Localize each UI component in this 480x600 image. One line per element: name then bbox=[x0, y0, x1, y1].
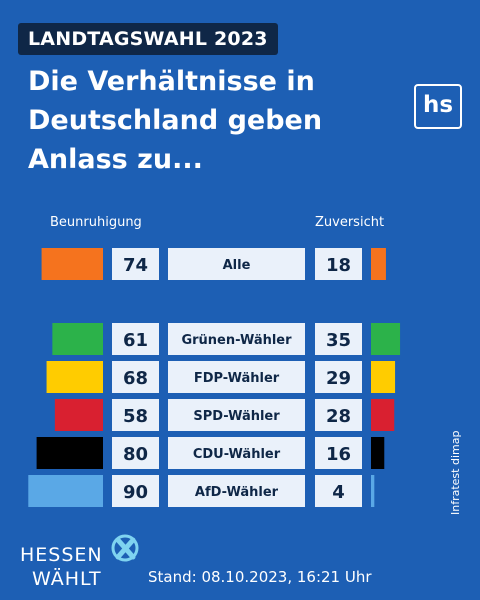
beunruhigung-bar bbox=[28, 475, 103, 507]
beunruhigung-bar bbox=[36, 437, 103, 469]
source-label: Infratest dimap bbox=[449, 430, 462, 515]
ballot-cross-icon bbox=[111, 534, 139, 562]
zuversicht-bar bbox=[371, 248, 386, 280]
zuversicht-bar bbox=[371, 361, 396, 393]
zuversicht-value-box bbox=[315, 437, 362, 469]
zuversicht-bar bbox=[371, 399, 395, 431]
category-box bbox=[168, 437, 305, 469]
zuversicht-value-box bbox=[315, 361, 362, 393]
beunruhigung-value-box bbox=[112, 475, 159, 507]
left-column-label: Beunruhigung bbox=[50, 215, 142, 230]
beunruhigung-bar bbox=[46, 361, 103, 393]
zuversicht-value-label: 28 bbox=[326, 406, 351, 427]
zuversicht-bar bbox=[371, 323, 401, 355]
zuversicht-bar bbox=[371, 437, 385, 469]
category-box bbox=[168, 399, 305, 431]
category-label: Alle bbox=[223, 258, 251, 273]
category-box bbox=[168, 323, 305, 355]
election-badge: LANDTAGSWAHL 2023 bbox=[18, 23, 278, 55]
beunruhigung-value-box bbox=[112, 361, 159, 393]
category-label: FDP-Wähler bbox=[194, 371, 280, 386]
headline: Die Verhältnisse in Deutschland geben An… bbox=[28, 66, 323, 175]
timestamp: Stand: 08.10.2023, 16:21 Uhr bbox=[148, 568, 372, 586]
zuversicht-value-label: 16 bbox=[326, 444, 351, 465]
beunruhigung-value-label: 61 bbox=[123, 330, 148, 351]
zuversicht-value-label: 35 bbox=[326, 330, 351, 351]
zuversicht-value-label: 29 bbox=[326, 368, 351, 389]
category-label: CDU-Wähler bbox=[193, 447, 281, 462]
brand-line-2: WÄHLT bbox=[32, 568, 102, 590]
hs-logo-icon: hs bbox=[414, 84, 462, 129]
zuversicht-value-label: 4 bbox=[332, 482, 345, 503]
beunruhigung-value-label: 58 bbox=[123, 406, 148, 427]
beunruhigung-value-box bbox=[112, 399, 159, 431]
beunruhigung-value-box bbox=[112, 437, 159, 469]
beunruhigung-value-label: 68 bbox=[123, 368, 148, 389]
beunruhigung-bar bbox=[52, 323, 103, 355]
zuversicht-bar bbox=[371, 475, 375, 507]
brand-line-1: HESSEN bbox=[20, 544, 103, 566]
hessen-waehlt-logo: HESSEN WÄHLT bbox=[20, 530, 150, 590]
right-column-label: Zuversicht bbox=[315, 215, 385, 230]
category-box bbox=[168, 361, 305, 393]
beunruhigung-value-box bbox=[112, 323, 159, 355]
zuversicht-value-box bbox=[315, 475, 362, 507]
category-box bbox=[168, 248, 305, 280]
category-label: SPD-Wähler bbox=[193, 409, 280, 424]
zuversicht-value-box bbox=[315, 248, 362, 280]
beunruhigung-value-label: 80 bbox=[123, 444, 148, 465]
beunruhigung-bar bbox=[54, 399, 103, 431]
zuversicht-value-label: 18 bbox=[326, 255, 351, 276]
zuversicht-value-box bbox=[315, 399, 362, 431]
category-label: Grünen-Wähler bbox=[181, 333, 292, 348]
category-box bbox=[168, 475, 305, 507]
zuversicht-value-box bbox=[315, 323, 362, 355]
category-label: AfD-Wähler bbox=[195, 485, 279, 500]
beunruhigung-value-box bbox=[112, 248, 159, 280]
beunruhigung-value-label: 90 bbox=[123, 482, 148, 503]
beunruhigung-bar bbox=[41, 248, 103, 280]
beunruhigung-value-label: 74 bbox=[123, 255, 148, 276]
